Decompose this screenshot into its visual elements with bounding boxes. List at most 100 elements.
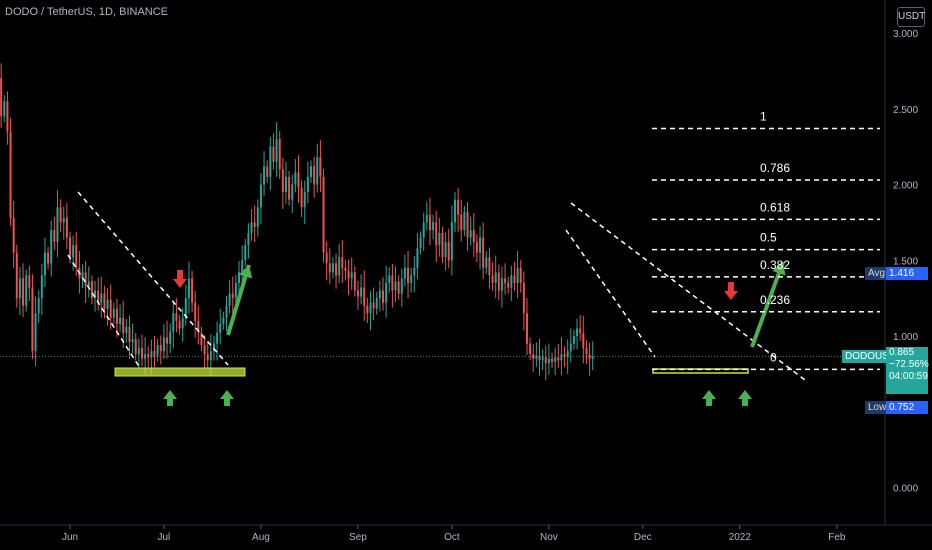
candle-body [166,337,169,344]
candle-body [475,242,478,253]
candle-body [15,252,18,299]
candle-body [47,252,50,264]
channel-line-3 [565,229,656,358]
candle-body [178,320,181,329]
channel-line-2 [570,202,806,381]
candle-body [519,267,522,283]
candle-body [585,348,588,355]
candle-body [541,357,544,361]
candle-body [313,166,316,185]
breakout-arrow-shaft [750,261,785,348]
candle-body [156,345,159,356]
candle-body [194,302,197,321]
candle-body [59,207,62,223]
candle-body [532,354,535,359]
candle-body [385,282,388,303]
candle-body [119,317,122,324]
candle-body [347,270,350,279]
candle-body [187,278,190,299]
candle-body [147,354,150,358]
candle-body [529,343,532,355]
fibonacci-layer: 1 0.786 0.618 0.5 0.382 0.236 0 [652,109,880,371]
time-tick-label: Sep [349,532,367,543]
breakout-arrow-icon [226,264,253,336]
candle-body [75,245,78,268]
price-tick-label: 2.500 [893,105,918,116]
candle-body [372,302,375,309]
candle-body [419,237,422,249]
candle-body [18,278,21,299]
candle-body [150,351,153,358]
candle-body [206,354,209,361]
candle-body [253,222,256,227]
channel-line-1 [67,254,141,369]
fib-level-label: 0.382 [760,258,790,272]
candle-body [278,139,281,170]
candle-body [538,355,541,361]
candle-body [535,355,538,359]
candle-body [200,332,203,346]
time-tick-label: Feb [828,532,846,543]
candle-body [28,275,31,288]
breakout-arrow-shaft [226,264,251,336]
last-price: 0.865 [889,347,915,358]
candle-body [425,214,428,223]
candle-body [319,157,322,177]
fib-level-label: 0.786 [760,161,790,175]
candle-body [322,176,325,253]
candle-body [31,287,34,352]
candle-body [397,281,400,294]
candle-body [112,308,115,318]
candle-body [566,351,569,358]
candle-body [428,214,431,230]
candle-body [525,313,528,344]
candle-body [216,332,219,344]
candle-body [9,131,12,218]
candle-body [500,278,503,291]
price-tick-label: 3.000 [893,29,918,40]
candle-body [488,257,491,276]
fib-level-label: 0.618 [760,200,790,214]
candle-body [238,272,241,283]
support-zone-left [114,367,246,377]
candle-body [422,222,425,238]
candle-body [576,328,579,336]
buy-arrow-icon [738,390,752,406]
candle-body [181,317,184,329]
buy-arrow-icon [702,390,716,406]
candle-body [303,192,306,208]
candle-body [394,281,397,291]
time-tick-label: Aug [252,532,270,543]
candle-body [269,146,272,177]
candle-body [209,351,212,361]
time-tick-label: 2022 [729,532,752,543]
candle-body [62,217,65,223]
candle-body [153,351,156,356]
candle-body [369,302,372,314]
candle-body [175,313,178,321]
time-tick-label: Oct [444,532,460,543]
breakout-arrow-head [772,262,786,276]
candle-body [485,257,488,268]
candle-body [310,166,313,177]
candle-body [69,237,71,258]
candle-body [131,339,134,343]
candle-body [353,272,356,291]
candle-body [522,282,525,314]
candle-body [203,345,206,355]
candle-body [410,275,413,283]
candle-body [191,278,194,303]
candle-body [109,299,112,318]
candle-body [106,299,109,309]
candle-body [435,222,438,246]
currency-button[interactable]: USDT [897,7,925,27]
candle-body [25,275,28,306]
candle-body [588,354,591,359]
candle-body [472,229,475,243]
candles-layer [0,63,885,381]
candle-body [90,281,93,299]
candle-body [450,222,453,261]
candle-body [272,146,275,162]
candle-body [466,211,469,238]
